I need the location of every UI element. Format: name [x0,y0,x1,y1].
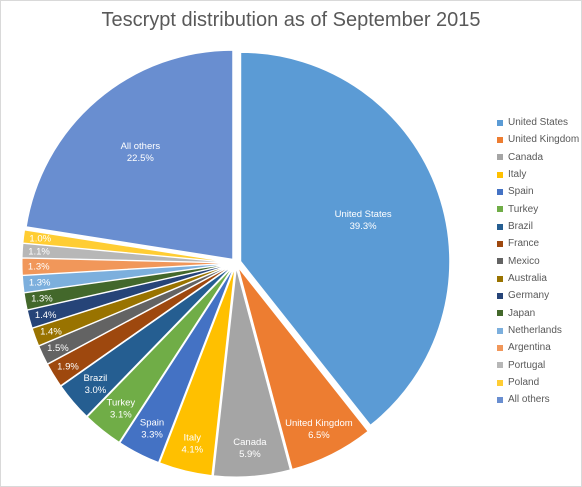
data-label-japan: 1.3% [31,293,53,304]
legend-label: Portugal [508,359,546,371]
legend-item-france: France [497,235,579,252]
legend-item-poland: Poland [497,374,579,391]
data-label-argentina: 1.3% [28,261,50,272]
legend-item-turkey: Turkey [497,201,579,218]
chart-title: Tescrypt distribution as of September 20… [101,9,481,31]
data-label-turkey: Turkey 3.1% [107,397,136,420]
svg-text:1.9%: 1.9% [57,361,79,372]
legend-item-canada: Canada [497,149,579,166]
legend-label: Italy [508,168,527,180]
legend-item-brazil: Brazil [497,218,579,235]
legend-label: Spain [508,186,534,198]
legend-item-italy: Italy [497,166,579,183]
legend-swatch [497,119,503,126]
legend-label: Brazil [508,220,534,232]
legend-item-united-kingdom: United Kingdom [497,131,579,148]
legend-swatch [497,292,503,299]
legend-label: All others [508,394,550,406]
svg-text:1.3%: 1.3% [28,261,50,272]
legend-item-mexico: Mexico [497,253,579,270]
data-label-portugal: 1.1% [28,247,50,258]
data-label-poland: 1.0% [29,234,51,245]
data-label-france: 1.9% [57,361,79,372]
data-label-australia: 1.4% [40,326,62,337]
svg-text:1.4%: 1.4% [35,310,57,321]
legend-swatch [497,206,503,213]
legend-label: United Kingdom [508,134,580,146]
data-label-brazil: Brazil 3.0% [84,373,108,396]
data-label-all-others: All others 22.5% [121,141,161,164]
legend-swatch [497,136,503,143]
svg-text:1.5%: 1.5% [47,343,69,354]
chart-legend: United States United Kingdom Canada Italy Sp… [497,114,579,409]
pie-slice-poland [22,229,232,263]
legend-item-united-states: United States [497,114,579,131]
legend-label: Japan [508,307,536,319]
data-label-united-states: United States 39.3% [335,209,392,232]
data-label-netherlands: 1.3% [29,278,51,289]
pie-slice-spain [119,267,235,464]
pie-slice-brazil [60,265,233,417]
data-label-mexico: 1.5% [47,343,69,354]
legend-label: Australia [508,272,547,284]
legend-swatch [497,171,503,178]
legend-swatch [497,258,503,265]
data-label-canada: Canada 5.9% [233,437,267,460]
svg-text:1.3%: 1.3% [29,278,51,289]
legend-label: United States [508,117,569,128]
data-label-germany: 1.4% [35,310,57,321]
legend-item-argentina: Argentina [497,339,579,356]
legend-swatch [497,275,503,282]
svg-text:1.1%: 1.1% [28,247,50,258]
legend-label: Canada [508,151,544,163]
legend-label: Netherlands [508,324,562,336]
legend-item-spain: Spain [497,183,579,200]
legend-item-japan: Japan [497,305,579,322]
pie-slice-all-others [25,49,234,260]
pie-slice-united-states [240,51,451,426]
svg-text:1.3%: 1.3% [31,293,53,304]
legend-swatch [497,379,503,386]
svg-text:1.0%: 1.0% [29,234,51,245]
pie-slice-france [46,265,233,387]
data-label-spain: Spain 3.3% [140,418,164,441]
legend-swatch [497,240,503,247]
legend-item-portugal: Portugal [497,357,579,374]
legend-item-all-others: All others [497,391,579,408]
pie-slice-turkey [86,266,234,443]
legend-swatch [497,362,503,369]
legend-label: Argentina [508,342,551,354]
legend-item-australia: Australia [497,270,579,287]
legend-item-germany: Germany [497,287,579,304]
data-label-italy: Italy 4.1% [181,432,203,455]
legend-label: France [508,238,540,250]
pie-slice-canada [212,267,291,478]
svg-text:1.4%: 1.4% [40,326,62,337]
legend-swatch [497,188,503,195]
legend-label: Mexico [508,255,540,267]
pie-slice-united-kingdom [237,267,369,471]
legend-swatch [497,310,503,317]
legend-swatch [497,396,503,403]
legend-item-netherlands: Netherlands [497,322,579,339]
data-label-united-kingdom: United Kingdom 6.5% [285,418,353,441]
legend-swatch [497,223,503,230]
legend-label: Germany [508,290,550,302]
legend-swatch [497,154,503,161]
legend-swatch [497,327,503,334]
legend-label: Poland [508,376,540,388]
legend-label: Turkey [508,203,539,215]
legend-swatch [497,344,503,351]
pie-slice-italy [158,267,236,477]
